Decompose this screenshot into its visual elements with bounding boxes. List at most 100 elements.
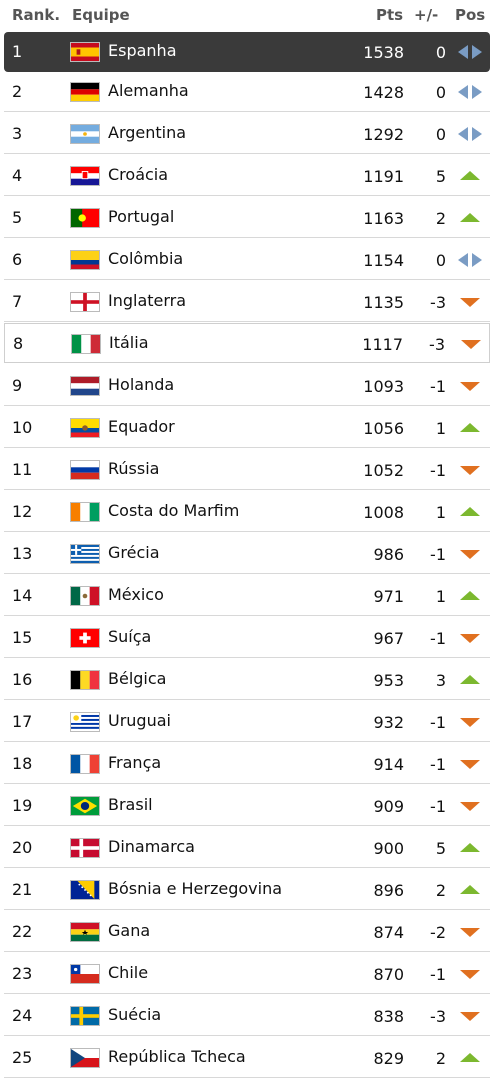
bosnia-flag-icon (70, 880, 100, 900)
arrow-down-icon (456, 546, 484, 562)
diff-cell: 3 (435, 671, 446, 690)
table-row[interactable]: 15 Suíça 967 -1 (4, 618, 490, 658)
points-cell: 967 (373, 629, 404, 648)
team-name[interactable]: Dinamarca (108, 837, 195, 856)
points-cell: 1117 (362, 335, 403, 354)
table-row[interactable]: 9 Holanda 1093 -1 (4, 366, 490, 406)
arrow-up-icon (456, 882, 484, 898)
team-name[interactable]: Itália (109, 333, 149, 352)
team-name[interactable]: Equador (108, 417, 175, 436)
table-row[interactable]: 12 Costa do Marfim 1008 1 (4, 492, 490, 532)
table-row[interactable]: 22 Gana 874 -2 (4, 912, 490, 952)
points-cell: 896 (373, 881, 404, 900)
team-name[interactable]: Suécia (108, 1005, 162, 1024)
arrow-up-icon (456, 672, 484, 688)
table-row[interactable]: 7 Inglaterra 1135 -3 (4, 282, 490, 322)
table-row[interactable]: 21 Bósnia e Herzegovina 896 2 (4, 870, 490, 910)
team-name[interactable]: Brasil (108, 795, 153, 814)
ecuador-flag-icon (70, 418, 100, 438)
rank-cell: 13 (12, 544, 33, 563)
points-cell: 953 (373, 671, 404, 690)
team-name[interactable]: Bósnia e Herzegovina (108, 879, 283, 898)
table-row[interactable]: 8 Itália 1117 -3 (4, 323, 490, 363)
team-name[interactable]: Rússia (108, 459, 160, 478)
header-team: Equipe (72, 6, 130, 24)
rank-cell: 16 (12, 670, 33, 689)
rank-cell: 14 (12, 586, 33, 605)
table-row[interactable]: 18 França 914 -1 (4, 744, 490, 784)
table-row[interactable]: 1 Espanha 1538 0 (4, 32, 490, 72)
table-row[interactable]: 13 Grécia 986 -1 (4, 534, 490, 574)
diff-cell: -1 (430, 629, 446, 648)
arrow-down-icon (456, 798, 484, 814)
team-name[interactable]: Inglaterra (108, 291, 187, 310)
diff-cell: 1 (435, 419, 446, 438)
team-name[interactable]: Argentina (108, 123, 187, 142)
chile-flag-icon (70, 964, 100, 984)
table-row[interactable]: 19 Brasil 909 -1 (4, 786, 490, 826)
denmark-flag-icon (70, 838, 100, 858)
table-row[interactable]: 25 República Tcheca 829 2 (4, 1038, 490, 1078)
team-name[interactable]: Grécia (108, 543, 160, 562)
team-name[interactable]: República Tcheca (108, 1047, 246, 1066)
team-name[interactable]: Chile (108, 963, 149, 982)
points-cell: 874 (373, 923, 404, 942)
team-name[interactable]: Costa do Marfim (108, 501, 240, 520)
table-row[interactable]: 20 Dinamarca 900 5 (4, 828, 490, 868)
table-row[interactable]: 17 Uruguai 932 -1 (4, 702, 490, 742)
table-row[interactable]: 3 Argentina 1292 0 (4, 114, 490, 154)
team-name[interactable]: Bélgica (108, 669, 167, 688)
france-flag-icon (70, 754, 100, 774)
rank-cell: 7 (12, 292, 23, 311)
rank-cell: 21 (12, 880, 33, 899)
team-name[interactable]: México (108, 585, 164, 604)
team-name[interactable]: Suíça (108, 627, 152, 646)
rank-cell: 2 (12, 82, 23, 101)
czech-flag-icon (70, 1048, 100, 1068)
diff-cell: 5 (435, 839, 446, 858)
table-row[interactable]: 5 Portugal 1163 2 (4, 198, 490, 238)
table-row[interactable]: 4 Croácia 1191 5 (4, 156, 490, 196)
points-cell: 829 (373, 1049, 404, 1068)
diff-cell: -1 (430, 755, 446, 774)
points-cell: 1135 (363, 293, 404, 312)
points-cell: 1056 (363, 419, 404, 438)
diff-cell: -1 (430, 965, 446, 984)
team-name[interactable]: Alemanha (108, 81, 189, 100)
belgium-flag-icon (70, 670, 100, 690)
rank-cell: 4 (12, 166, 23, 185)
points-cell: 1154 (363, 251, 404, 270)
argentina-flag-icon (70, 124, 100, 144)
diff-cell: 2 (435, 1049, 446, 1068)
table-row[interactable]: 2 Alemanha 1428 0 (4, 72, 490, 112)
russia-flag-icon (70, 460, 100, 480)
table-header: Rank. Equipe Pts +/- Pos (0, 0, 494, 30)
diff-cell: -1 (430, 545, 446, 564)
ghana-flag-icon (70, 922, 100, 942)
arrow-down-icon (456, 756, 484, 772)
points-cell: 1052 (363, 461, 404, 480)
team-name[interactable]: Espanha (108, 41, 177, 60)
team-name[interactable]: Holanda (108, 375, 175, 394)
points-cell: 1093 (363, 377, 404, 396)
header-pos: Pos (455, 6, 486, 24)
team-name[interactable]: Uruguai (108, 711, 171, 730)
points-cell: 838 (373, 1007, 404, 1026)
team-name[interactable]: França (108, 753, 162, 772)
team-name[interactable]: Croácia (108, 165, 169, 184)
rank-cell: 3 (12, 124, 23, 143)
table-row[interactable]: 11 Rússia 1052 -1 (4, 450, 490, 490)
team-name[interactable]: Colômbia (108, 249, 184, 268)
table-row[interactable]: 14 México 971 1 (4, 576, 490, 616)
colombia-flag-icon (70, 250, 100, 270)
arrow-up-icon (456, 840, 484, 856)
table-row[interactable]: 16 Bélgica 953 3 (4, 660, 490, 700)
table-row[interactable]: 10 Equador 1056 1 (4, 408, 490, 448)
germany-flag-icon (70, 82, 100, 102)
team-name[interactable]: Gana (108, 921, 151, 940)
table-row[interactable]: 23 Chile 870 -1 (4, 954, 490, 994)
table-row[interactable]: 6 Colômbia 1154 0 (4, 240, 490, 280)
team-name[interactable]: Portugal (108, 207, 175, 226)
table-row[interactable]: 24 Suécia 838 -3 (4, 996, 490, 1036)
diff-cell: 0 (435, 43, 446, 62)
